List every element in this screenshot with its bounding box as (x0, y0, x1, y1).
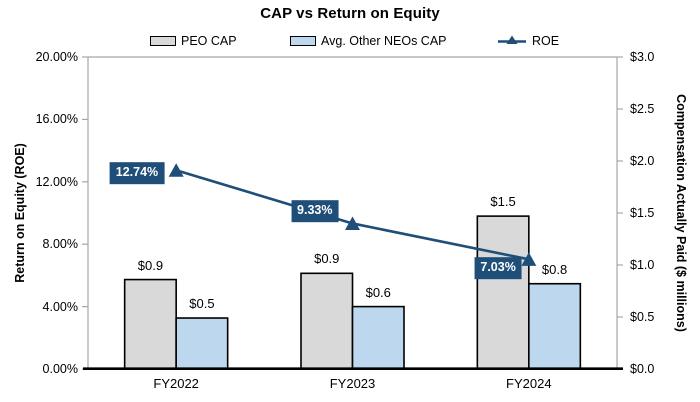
peo-cap-swatch-icon (150, 36, 176, 46)
legend-item-avg-other-neos-cap: Avg. Other NEOs CAP (290, 32, 447, 50)
roe-marker-fy2024 (521, 252, 537, 266)
bar-peo-cap-fy2024 (476, 215, 530, 370)
roe-line-marker-icon (498, 35, 526, 44)
legend-label-avg-other-neos-cap: Avg. Other NEOs CAP (321, 34, 447, 48)
bar-avg-other-neos-cap-fy2022 (175, 317, 229, 370)
legend-label-peo-cap: PEO CAP (181, 34, 237, 48)
bar-peo-cap-fy2022 (123, 278, 177, 370)
roe-marker-fy2023 (345, 216, 360, 230)
roe-line (175, 169, 530, 261)
legend-item-peo-cap: PEO CAP (150, 32, 237, 50)
chart-title: CAP vs Return on Equity (260, 5, 440, 22)
legend: PEO CAP Avg. Other NEOs CAP ROE (0, 32, 700, 50)
legend-label-roe: ROE (532, 34, 560, 48)
bar-avg-other-neos-cap-fy2024 (528, 282, 582, 370)
bar-avg-other-neos-cap-fy2023 (351, 305, 405, 370)
bar-peo-cap-fy2023 (300, 272, 354, 370)
roe-marker-fy2022 (168, 163, 184, 177)
avg-other-neos-cap-swatch-icon (290, 36, 316, 46)
legend-item-roe: ROE (497, 32, 559, 50)
